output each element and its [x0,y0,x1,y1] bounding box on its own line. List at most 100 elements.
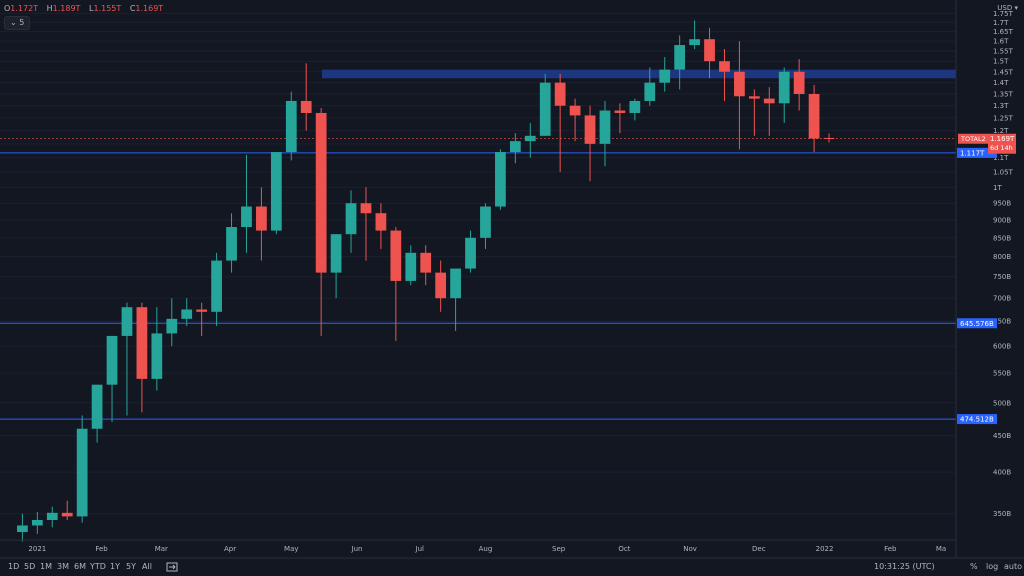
candle-body [390,230,402,281]
clock-time[interactable]: 10:31:25 (UTC) [874,562,935,571]
candle[interactable] [569,98,581,142]
candle[interactable] [31,511,43,534]
price-tick-label: 750B [993,273,1011,281]
candle[interactable] [793,59,805,111]
candle[interactable] [345,190,357,253]
candle[interactable] [256,187,267,261]
candle[interactable] [91,384,103,443]
price-tick-label: 1.35T [993,90,1014,98]
candle[interactable] [405,245,417,286]
percent-toggle[interactable]: % [970,562,978,571]
candle[interactable] [465,230,476,273]
candle[interactable] [46,506,58,528]
candle-body [330,234,342,273]
candle[interactable] [151,307,163,391]
candle[interactable] [734,41,745,150]
candle-body [689,39,700,46]
open-value: 1.172T [10,4,39,13]
candle[interactable] [629,98,641,121]
candle-body [644,82,656,101]
timeframe-5d[interactable]: 5D [24,562,36,571]
candle[interactable] [17,513,28,542]
candle[interactable] [644,67,656,106]
candle[interactable] [76,415,88,523]
candle[interactable] [285,91,297,161]
candle-body [17,525,28,532]
candle[interactable] [360,187,372,261]
chevron-down-icon: ⌄ [10,18,17,27]
candle[interactable] [748,89,760,136]
indicators-collapse-button[interactable]: ⌄ 5 [4,16,31,30]
timeframe-all[interactable]: All [142,562,152,571]
candle-body [554,82,566,106]
auto-toggle[interactable]: auto [1004,562,1023,571]
time-axis[interactable]: 2021 Feb Mar Apr May Jun Jul Aug Sep Oct Nov Dec 202… [28,545,946,553]
candle[interactable] [599,100,611,167]
candle[interactable] [166,298,178,347]
close-value: 1.169T [135,4,164,13]
timeframe-1m[interactable]: 1M [40,562,52,571]
candle[interactable] [719,49,730,101]
candle[interactable] [106,335,118,423]
symbol-badge-label: TOTAL2 [960,135,986,143]
log-toggle[interactable]: log [986,562,999,571]
candle[interactable] [315,108,327,336]
candles-layer[interactable] [17,20,835,542]
time-tick-label: Feb [95,545,108,553]
candle[interactable] [674,35,686,90]
date-range-icon[interactable] [166,561,178,572]
timeframe-3m[interactable]: 3M [57,562,69,571]
candle[interactable] [823,133,835,143]
candle[interactable] [196,302,208,336]
candle[interactable] [435,260,447,312]
candle[interactable] [61,500,73,520]
price-tick-label: 800B [993,253,1011,261]
candle[interactable] [704,27,715,79]
candle[interactable] [420,245,432,286]
candle[interactable] [659,57,671,92]
candle[interactable] [509,133,521,164]
timeframe-6m[interactable]: 6M [74,562,86,571]
candle[interactable] [300,63,312,131]
candle[interactable] [763,87,775,136]
candle[interactable] [226,213,237,273]
candle[interactable] [330,234,342,299]
high-label: H [46,4,53,13]
candle-body [121,307,133,336]
candle[interactable] [121,302,133,416]
candle[interactable] [480,203,491,249]
price-tick-label: 600B [993,343,1011,351]
time-tick-label: May [284,545,298,553]
candle[interactable] [375,203,387,249]
candle[interactable] [450,268,461,331]
price-tick-label: 650B [993,318,1011,326]
candle[interactable] [211,252,222,327]
candle[interactable] [778,67,790,123]
currency-selector[interactable]: USD ▾ [997,4,1018,12]
candle[interactable] [554,73,566,173]
timeframe-5y[interactable]: 5Y [126,562,136,571]
low-value: 1.155T [93,4,122,13]
timeframe-1y[interactable]: 1Y [110,562,120,571]
candle[interactable] [390,227,402,341]
indicator-count: 5 [19,18,25,27]
candle[interactable] [689,20,700,50]
time-tick-label: Dec [752,545,766,553]
candle[interactable] [270,152,282,235]
candle[interactable] [495,149,506,210]
candle[interactable] [136,302,148,413]
candle[interactable] [241,154,252,253]
candle[interactable] [584,105,596,182]
chart-grid [0,12,956,515]
current-price-badge [988,133,1016,154]
candle[interactable] [808,84,820,153]
candle[interactable] [181,298,193,327]
price-tick-label: 1.5T [993,58,1009,66]
candle[interactable] [614,103,626,134]
candle[interactable] [524,122,536,158]
timeframe-ytd[interactable]: YTD [90,562,106,571]
candle[interactable] [539,73,551,136]
timeframe-1d[interactable]: 1D [8,562,20,571]
